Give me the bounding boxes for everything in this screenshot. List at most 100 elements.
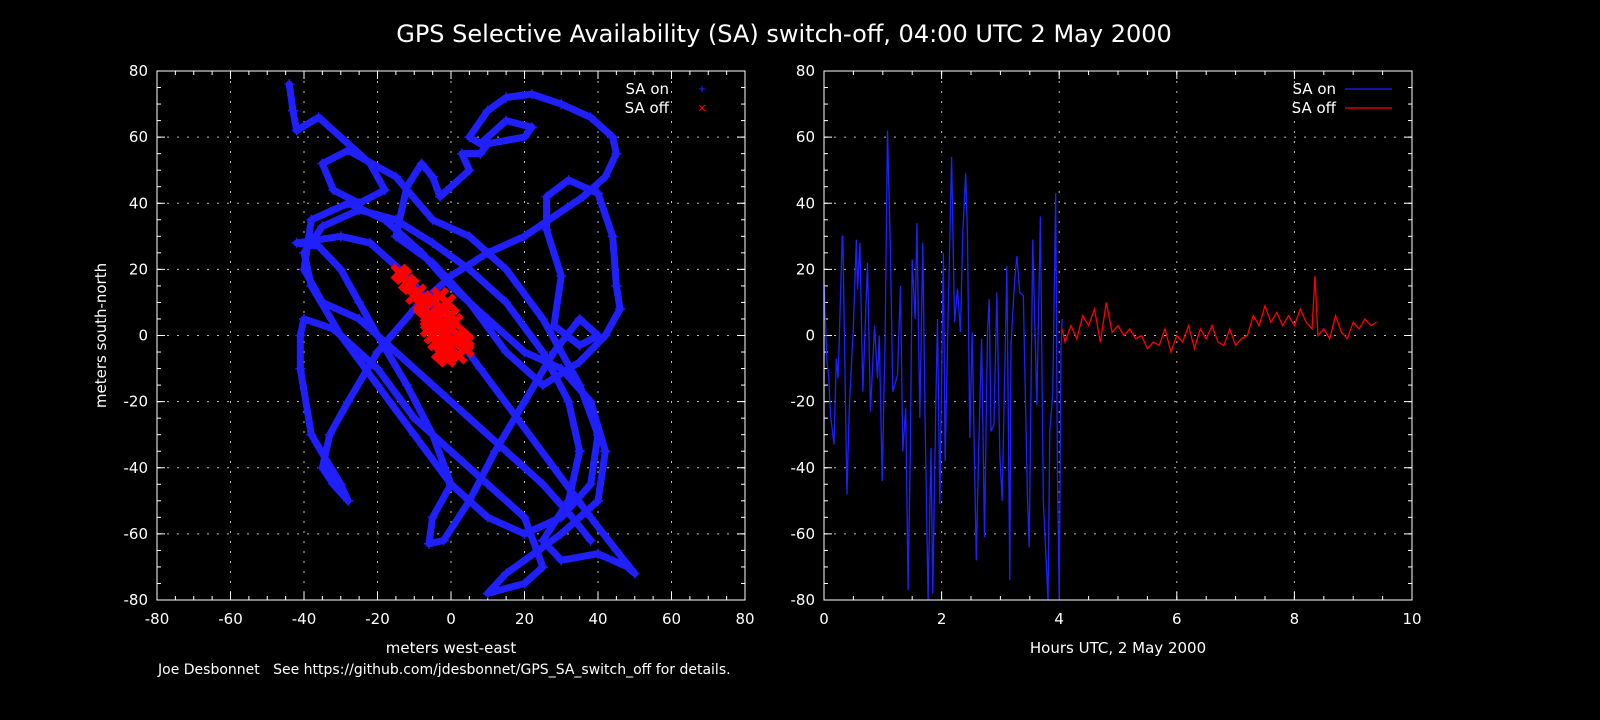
sa-on-point (585, 112, 596, 123)
sa-on-point (611, 148, 622, 159)
y-tick-label: 20 (129, 260, 148, 278)
x-tick-label: 6 (1172, 610, 1182, 628)
sa-on-point (313, 112, 324, 123)
sa-on-point (556, 363, 567, 374)
sa-on-point (343, 145, 354, 156)
sa-on-point (501, 446, 512, 457)
sa-on-point (629, 568, 640, 579)
sa-on-point (379, 185, 390, 196)
sa-on-point (475, 138, 486, 149)
sa-on-point (475, 148, 486, 159)
x-tick-label: -80 (145, 610, 170, 628)
sa-on-point (379, 214, 390, 225)
data-layer (824, 130, 1378, 600)
sa-on-point (390, 231, 401, 242)
sa-on-point (317, 462, 328, 473)
sa-on-point (427, 429, 438, 440)
y-tick-label: 20 (796, 260, 815, 278)
sa-on-point (313, 241, 324, 252)
sa-on-point (409, 413, 420, 424)
sa-on-point (401, 181, 412, 192)
sa-on-point (295, 363, 306, 374)
sa-on-point (372, 363, 383, 374)
sa-on-point (464, 165, 475, 176)
sa-on-point (365, 237, 376, 248)
y-axis-label: meters south-north (92, 263, 110, 408)
x-tick-label: 2 (937, 610, 947, 628)
sa-on-point (324, 429, 335, 440)
sa-on-point (556, 528, 567, 539)
sa-on-point (501, 568, 512, 579)
x-tick-label: -40 (292, 610, 317, 628)
sa-on-point (438, 535, 449, 546)
sa-on-point (299, 247, 309, 258)
sa-on-point (537, 380, 548, 391)
series-line-sa-off (1061, 275, 1378, 355)
sa-on-point (335, 264, 346, 275)
sa-on-point (548, 347, 559, 358)
sa-on-point (409, 429, 420, 440)
x-tick-label: 60 (662, 610, 681, 628)
sa-on-point (482, 588, 493, 599)
sa-on-point (464, 231, 475, 242)
sa-on-point (446, 446, 456, 457)
sa-on-point (574, 313, 585, 324)
sa-on-point (526, 89, 537, 100)
sa-on-point (295, 330, 306, 341)
sa-on-point (585, 479, 596, 490)
sa-on-point (335, 231, 346, 242)
sa-on-point (343, 396, 354, 407)
sa-on-point (541, 191, 552, 202)
y-tick-label: -80 (791, 591, 816, 609)
sa-on-point (427, 512, 438, 523)
sa-on-point (427, 380, 438, 391)
sa-on-point (490, 446, 501, 457)
sa-on-point (600, 171, 611, 182)
sa-on-point (372, 347, 383, 358)
sa-on-point (574, 446, 585, 457)
sa-on-point (512, 413, 523, 424)
sa-on-point (284, 79, 295, 90)
sa-on-point (423, 538, 434, 549)
y-tick-label: 60 (129, 128, 148, 146)
sa-on-point (519, 396, 530, 407)
sa-on-point (607, 231, 618, 242)
sa-on-point (354, 313, 365, 324)
x-tick-label: -20 (365, 610, 390, 628)
sa-on-point (390, 214, 401, 225)
sa-on-point (563, 495, 574, 506)
sa-off-point (434, 303, 453, 322)
x-tick-label: 0 (819, 610, 829, 628)
sa-on-point (464, 264, 475, 275)
sa-on-point (416, 158, 427, 169)
sa-on-point (464, 495, 475, 506)
sa-on-point (567, 512, 578, 523)
sa-on-point (482, 313, 493, 324)
sa-on-point (427, 214, 438, 225)
x-tick-label: 0 (446, 610, 456, 628)
sa-on-point (501, 92, 512, 103)
x-tick-label: 10 (1402, 610, 1421, 628)
sa-on-point (317, 158, 328, 169)
sa-on-point (287, 105, 298, 116)
sa-on-point (537, 313, 548, 324)
x-tick-label: -60 (218, 610, 243, 628)
sa-on-point (365, 158, 376, 169)
sa-on-point (519, 231, 530, 242)
sa-on-point (434, 191, 445, 202)
sa-on-point (306, 280, 317, 291)
sa-on-point (343, 495, 354, 506)
sa-on-point (537, 561, 548, 572)
y-tick-label: 40 (129, 194, 148, 212)
plot-border (823, 70, 1413, 601)
sa-on-point (548, 320, 559, 331)
x-axis-label: meters west-east (386, 639, 517, 657)
legend-label: SA off (625, 99, 670, 117)
sa-on-point (611, 280, 622, 291)
sa-on-point (600, 446, 611, 457)
sa-on-point (343, 198, 354, 209)
sa-on-point (501, 264, 512, 275)
sa-on-point (446, 479, 456, 490)
sa-on-point (335, 479, 346, 490)
